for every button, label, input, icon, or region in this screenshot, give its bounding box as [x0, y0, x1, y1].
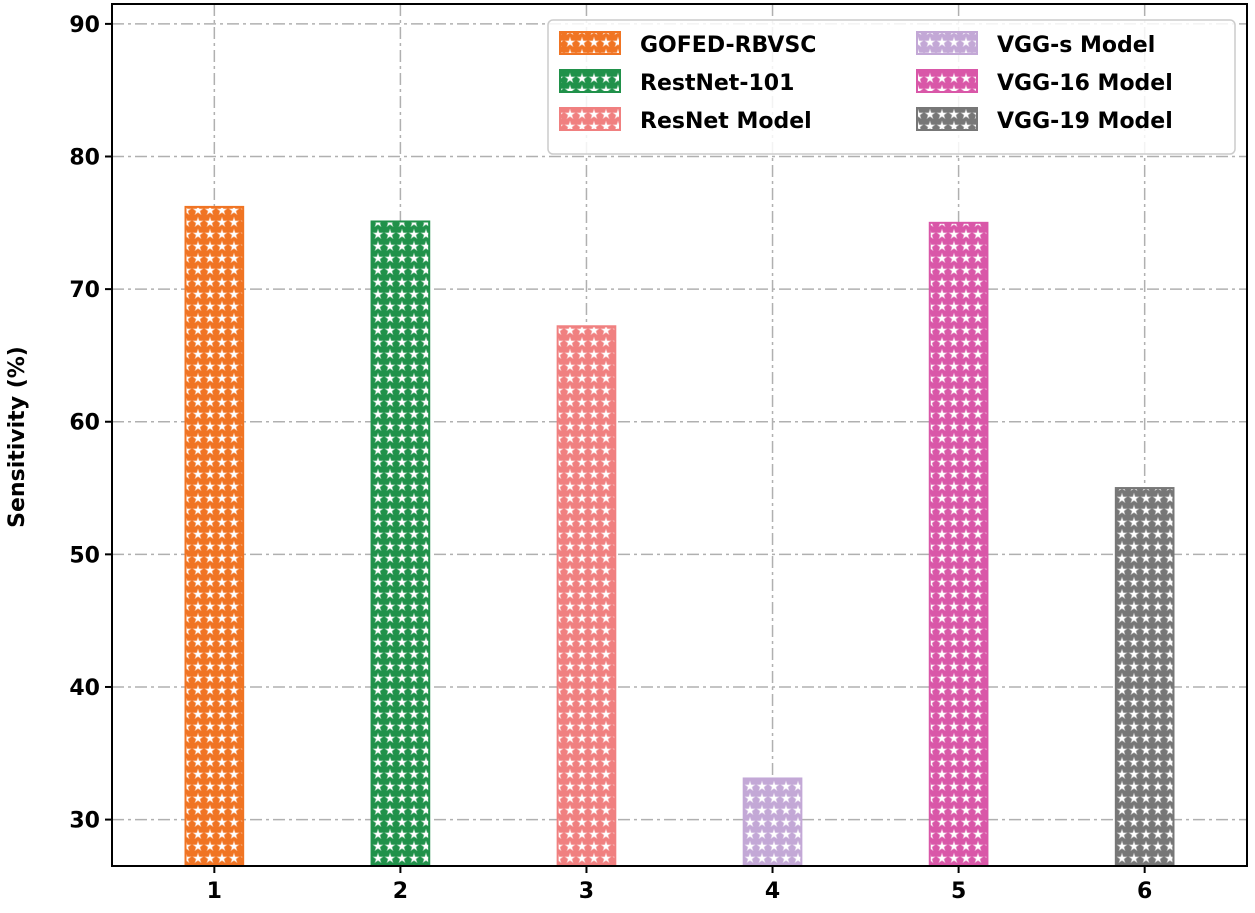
- y-tick-label: 80: [69, 146, 100, 171]
- legend-label-restnet-101: RestNet-101: [640, 71, 794, 96]
- x-tick-label: 4: [765, 879, 780, 904]
- y-tick-label: 50: [69, 543, 100, 568]
- x-tick-label: 1: [207, 879, 222, 904]
- y-tick-label: 90: [69, 13, 100, 38]
- x-tick-label: 6: [1137, 879, 1152, 904]
- x-tick-label: 2: [393, 879, 408, 904]
- legend-box: [547, 19, 1236, 155]
- bar-vgg-16-model: [928, 221, 989, 867]
- legend-label-vgg-19-model: VGG-19 Model: [997, 109, 1173, 134]
- legend-label-gofed-rbvsc: GOFED-RBVSC: [640, 33, 816, 58]
- y-tick-label: 40: [69, 676, 100, 701]
- legend-swatch-gofed-rbvsc: [559, 31, 621, 55]
- bar-vgg-19-model: [1114, 487, 1175, 867]
- bar-gofed-rbvsc: [184, 205, 245, 867]
- bars: [184, 205, 1175, 868]
- axis-ticks: 30 40 50 60 70 80 90 1 2 3 4 5 6: [69, 13, 1152, 904]
- legend: GOFED-RBVSC RestNet-101 ResNet Model VGG-s …: [547, 19, 1236, 155]
- bar-resnet-model: [556, 325, 617, 867]
- legend-swatch-resnet-model: [559, 107, 621, 131]
- legend-label-vgg-s-model: VGG-s Model: [997, 33, 1155, 58]
- y-tick-label: 60: [69, 411, 100, 436]
- x-tick-label: 3: [579, 879, 594, 904]
- legend-swatch-vgg-s-model: [916, 31, 978, 55]
- legend-swatch-vgg-16-model: [916, 69, 978, 93]
- legend-label-vgg-16-model: VGG-16 Model: [997, 71, 1173, 96]
- y-axis-label: Sensitivity (%): [5, 346, 30, 528]
- x-tick-label: 5: [951, 879, 966, 904]
- legend-swatch-vgg-19-model: [916, 107, 978, 131]
- y-tick-label: 70: [69, 278, 100, 303]
- bar-restnet-101: [370, 220, 431, 868]
- legend-swatch-restnet-101: [559, 69, 621, 93]
- bar-vgg-s-model: [742, 777, 803, 867]
- plot-frame: [111, 3, 1248, 867]
- y-tick-label: 30: [69, 809, 100, 834]
- legend-label-resnet-model: ResNet Model: [640, 109, 812, 134]
